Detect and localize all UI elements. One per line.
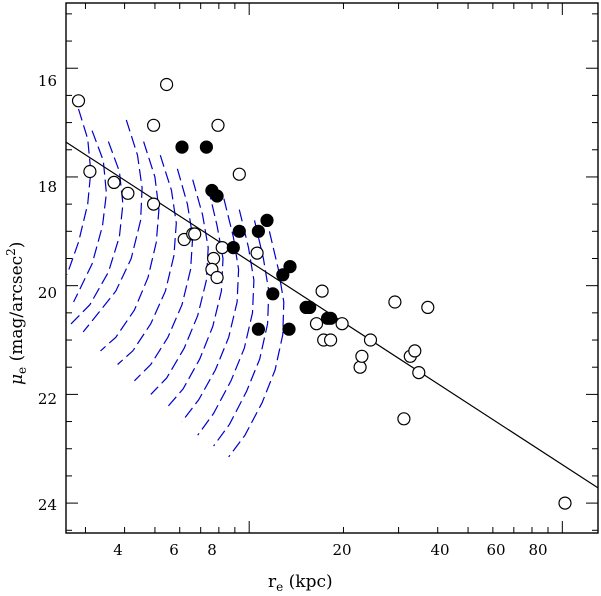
open-data-point — [355, 349, 369, 363]
open-data-point — [83, 164, 97, 179]
open-data-point — [388, 295, 402, 309]
filled-data-point — [232, 224, 246, 238]
open-data-point — [250, 246, 264, 260]
filled-data-point — [303, 300, 317, 314]
open-data-point — [421, 300, 435, 314]
model-curve — [82, 119, 143, 333]
filled-data-point — [210, 189, 224, 203]
y-tick-label: 24 — [38, 496, 57, 514]
model-curve — [197, 209, 255, 436]
open-data-point — [71, 94, 86, 108]
filled-data-point — [251, 322, 265, 336]
open-data-point — [188, 227, 202, 241]
filled-data-point — [175, 140, 189, 154]
open-data-point — [353, 360, 367, 374]
model-curve — [150, 179, 209, 395]
filled-data-point — [226, 241, 240, 255]
open-data-point — [211, 118, 225, 132]
open-data-point — [147, 197, 161, 211]
model-curve — [100, 141, 160, 352]
filled-data-point — [199, 140, 213, 154]
model-curve — [73, 130, 108, 303]
filled-data-point — [324, 311, 338, 325]
model-curve — [133, 168, 194, 382]
open-data-point — [408, 344, 422, 358]
x-tick-label: 4 — [113, 541, 123, 559]
filled-data-point — [266, 287, 280, 301]
open-data-point — [397, 412, 411, 426]
y-axis-label: μe (mag/arcsec2) — [4, 242, 29, 385]
filled-data-point — [283, 260, 297, 274]
open-data-point — [363, 333, 378, 347]
y-tick-label: 20 — [38, 284, 57, 302]
filled-data-point — [260, 213, 274, 227]
model-curve — [117, 155, 177, 365]
y-tick-label: 16 — [38, 72, 57, 90]
open-data-point — [147, 118, 161, 132]
curves-layer — [66, 108, 285, 458]
y-tick-label: 18 — [38, 178, 57, 196]
model-curve — [68, 141, 124, 327]
model-curve — [166, 187, 224, 409]
points-layer — [71, 77, 572, 510]
open-data-point — [215, 241, 229, 255]
open-data-point — [207, 251, 221, 266]
model-curve — [66, 108, 92, 275]
x-axis-label: re (kpc) — [268, 572, 333, 594]
x-tick-label: 60 — [486, 541, 505, 559]
filled-data-point — [276, 268, 290, 282]
x-tick-label: 20 — [332, 541, 351, 559]
open-data-point — [210, 270, 224, 285]
x-tick-label: 8 — [207, 541, 217, 559]
model-curve — [213, 220, 270, 447]
open-data-point — [107, 175, 121, 189]
x-tick-label: 80 — [528, 541, 547, 559]
x-tick-label: 40 — [430, 541, 449, 559]
open-data-point — [324, 333, 338, 347]
open-data-point — [315, 284, 329, 298]
open-data-point — [412, 366, 426, 380]
plot-frame — [65, 2, 599, 534]
filled-data-point — [251, 224, 265, 238]
y-tick-label: 22 — [38, 390, 57, 408]
filled-data-point — [282, 322, 296, 336]
open-data-point — [121, 186, 135, 200]
open-data-point — [558, 496, 572, 510]
open-data-point — [160, 77, 174, 92]
open-data-point — [335, 317, 349, 331]
open-data-point — [232, 167, 246, 181]
open-data-point — [309, 317, 324, 331]
x-tick-label: 6 — [169, 541, 179, 559]
ticks-layer — [66, 3, 598, 533]
